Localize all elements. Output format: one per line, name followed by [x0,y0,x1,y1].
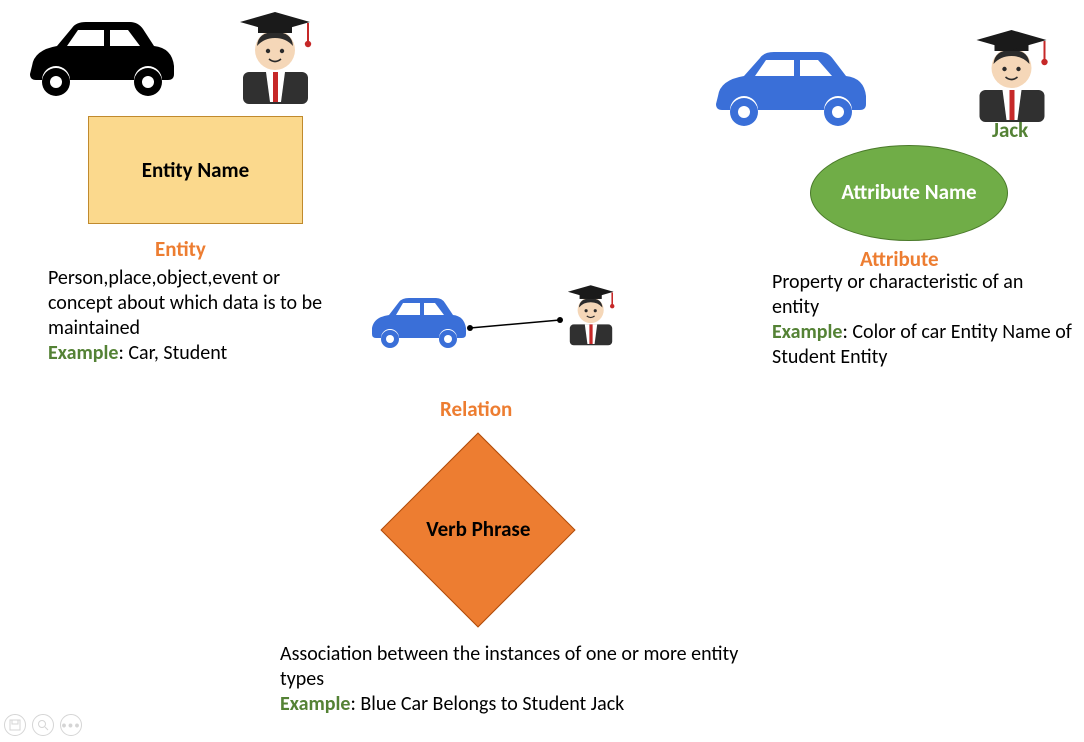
entity-shape: Entity Name [88,116,303,224]
attribute-shape-label: Attribute Name [841,181,976,204]
attribute-desc-text: Property or characteristic of an entity [772,270,1023,319]
attribute-example-label: Example [772,320,843,344]
entity-shape-label: Entity Name [142,157,249,183]
zoom-icon[interactable] [32,714,54,736]
student-icon [228,2,323,107]
relation-shape: Verb Phrase [380,432,575,627]
relation-title: Relation [440,396,512,422]
car-icon [12,8,182,103]
save-icon[interactable] [4,714,26,736]
entity-description: Person,place,object,event or concept abo… [48,266,348,366]
attribute-shape: Attribute Name [810,145,1008,241]
attribute-description: Property or characteristic of an entity … [772,270,1074,370]
bottom-toolbar: ••• [4,714,82,736]
car-icon [700,40,875,132]
relation-description: Association between the instances of one… [280,642,740,717]
jack-label: Jack [992,117,1028,143]
relation-example-text: : Blue Car Belongs to Student Jack [351,692,625,716]
entity-title: Entity [155,236,206,262]
entity-example-text: : Car, Student [119,341,228,365]
entity-example-label: Example [48,341,119,365]
attribute-title: Attribute [860,246,939,272]
more-icon[interactable]: ••• [60,714,82,736]
student-icon [962,20,1062,125]
entity-desc-text: Person,place,object,event or concept abo… [48,266,322,340]
relation-desc-text: Association between the instances of one… [280,642,738,691]
car-icon [362,290,470,352]
student-icon [560,278,622,348]
relation-connector [0,0,1084,742]
relation-shape-label: Verb Phrase [425,516,529,542]
relation-example-label: Example [280,692,351,716]
